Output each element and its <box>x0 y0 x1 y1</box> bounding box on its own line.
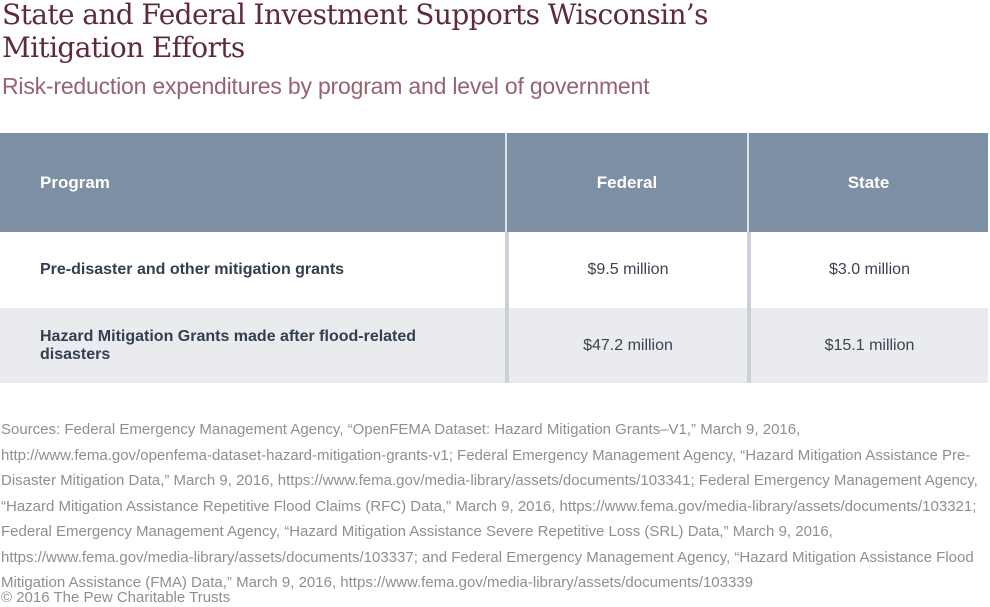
column-header-federal: Federal <box>505 133 747 232</box>
figure-title: State and Federal Investment Supports Wi… <box>2 0 709 64</box>
table-header-row: Program Federal State <box>0 133 988 232</box>
expenditures-table: Program Federal State Pre-disaster and o… <box>0 133 988 383</box>
row-federal-value: $9.5 million <box>505 232 747 308</box>
row-state-value: $15.1 million <box>747 308 988 383</box>
table-row: Hazard Mitigation Grants made after floo… <box>0 308 988 383</box>
row-program-label: Hazard Mitigation Grants made after floo… <box>40 327 417 363</box>
column-header-state: State <box>747 133 988 232</box>
figure-subtitle: Risk-reduction expenditures by program a… <box>2 73 650 99</box>
row-state-value: $3.0 million <box>747 232 988 308</box>
row-federal-value: $47.2 million <box>505 308 747 383</box>
table-row: Pre-disaster and other mitigation grants… <box>0 232 988 308</box>
row-program-label: Pre-disaster and other mitigation grants <box>40 261 345 278</box>
sources-note: Sources: Federal Emergency Management Ag… <box>1 421 978 591</box>
figure-title-line-1: State and Federal Investment Supports Wi… <box>2 0 709 31</box>
copyright-note: © 2016 The Pew Charitable Trusts <box>1 589 231 606</box>
figure-title-line-2: Mitigation Efforts <box>2 31 245 64</box>
column-header-program: Program <box>40 172 110 192</box>
